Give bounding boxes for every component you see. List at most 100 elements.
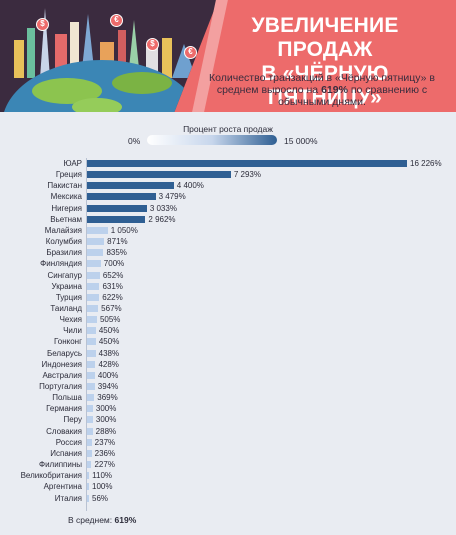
bar [87, 405, 93, 413]
category-label: Португалия [39, 382, 82, 391]
bar [87, 438, 92, 446]
value-label: 1 050% [110, 225, 138, 235]
value-label: 236% [94, 448, 116, 458]
bar [87, 160, 407, 167]
category-label: Австралия [42, 370, 82, 380]
value-label: 428% [98, 359, 119, 369]
bar [87, 226, 108, 234]
value-label: 400% [97, 370, 119, 380]
category-label: ЮАР [63, 159, 83, 168]
legend-title: Процент роста продаж [183, 124, 273, 134]
category-label: Сингапур [47, 270, 82, 280]
chart-area: Процент роста продаж 0% 15 000% ЮАР 16 22… [0, 112, 456, 535]
category-label: Великобритания [20, 471, 82, 481]
bar [87, 204, 147, 212]
value-label: 450% [98, 326, 120, 336]
category-label: Пакистан [47, 181, 82, 191]
value-label: 3 033% [149, 203, 177, 213]
bar [87, 293, 100, 301]
value-label: 438% [98, 348, 120, 358]
value-label: 3 479% [158, 192, 186, 202]
bar-chart: ЮАР 16 226% Греция 7 293% Пакистан 4 400% Мекс… [0, 112, 456, 535]
value-label: 227% [94, 460, 115, 470]
dollar-coin-icon: $ [146, 38, 159, 51]
value-label: 871% [107, 237, 128, 247]
category-label: Словакия [46, 426, 82, 436]
category-label: Польша [52, 393, 82, 403]
average-note: В среднем: 619% [68, 515, 136, 525]
bar [87, 249, 104, 257]
category-label: Бразилия [46, 248, 82, 258]
value-label: 300% [95, 404, 117, 414]
value-label: 288% [95, 426, 117, 436]
category-label: Чехия [59, 315, 82, 325]
legend-max-label: 15 000% [284, 136, 318, 146]
legend-gradient [147, 135, 277, 145]
bar [87, 360, 96, 368]
category-label: Россия [55, 437, 82, 447]
bar [87, 371, 95, 379]
bar [87, 494, 89, 502]
bar [87, 472, 90, 480]
bar [87, 193, 156, 201]
category-label: Гонконг [53, 337, 82, 347]
category-label: Испания [50, 448, 82, 458]
page-title: УВЕЛИЧЕНИЕ ПРОДАЖ В «ЧЁРНУЮ ПЯТНИЦУ» [206, 14, 444, 110]
category-label: Германия [46, 404, 82, 414]
category-label: Аргентина [43, 482, 82, 492]
average-value: 619% [114, 515, 137, 525]
page-subtitle: Количество транзакций в «Чёрную пятницу»… [204, 72, 440, 108]
euro-coin-icon: € [110, 14, 123, 27]
value-label: 16 226% [410, 159, 442, 168]
bar [87, 483, 89, 491]
category-label: Вьетнам [50, 214, 82, 224]
category-label: Перу [63, 415, 82, 425]
bar [87, 327, 96, 335]
legend-min-label: 0% [128, 136, 141, 146]
value-label: 369% [97, 393, 118, 403]
value-label: 631% [102, 281, 123, 291]
category-label: Таиланд [50, 303, 82, 313]
value-label: 4 400% [176, 181, 204, 191]
subtitle-highlight: 619% [321, 84, 348, 96]
category-label: Италия [54, 493, 82, 503]
bar [87, 171, 231, 179]
value-label: 835% [106, 248, 127, 258]
bar [87, 316, 97, 324]
title-line-1: УВЕЛИЧЕНИЕ ПРОДАЖ [251, 14, 399, 61]
category-label: Мексика [50, 192, 82, 202]
value-label: 450% [98, 337, 120, 347]
bar [87, 338, 96, 346]
value-label: 100% [92, 482, 113, 492]
value-label: 56% [92, 493, 109, 503]
value-label: 110% [92, 471, 113, 481]
bar [87, 416, 93, 424]
category-label: Финляндия [40, 259, 82, 269]
title-line-2: В «ЧЁРНУЮ ПЯТНИЦУ» [261, 62, 389, 109]
bar [87, 215, 146, 223]
bar [87, 427, 93, 435]
category-label: Украина [51, 281, 82, 291]
bar [87, 349, 96, 357]
chart-axis-line [86, 158, 87, 511]
header-banner: $ € $ € € УВЕЛИЧЕНИЕ ПРОДАЖ В «ЧЁРНУЮ ПЯ… [0, 0, 456, 112]
value-label: 237% [94, 437, 116, 447]
value-label: 652% [102, 270, 124, 280]
dollar-coin-icon: $ [36, 18, 49, 31]
category-label: Малайзия [44, 225, 82, 235]
subtitle-text-end: по сравнению с обычными днями. [278, 84, 428, 108]
value-label: 700% [103, 259, 125, 269]
value-label: 622% [102, 292, 123, 302]
category-label: Чили [63, 326, 82, 336]
bar [87, 461, 92, 469]
header-illustration: $ € $ € € [0, 0, 218, 112]
category-label: Греция [55, 170, 82, 180]
euro-coin-icon: € [184, 46, 197, 59]
bar [87, 304, 99, 312]
subtitle-text: Количество транзакций в «Чёрную пятницу»… [209, 72, 435, 96]
category-label: Беларусь [47, 348, 82, 358]
category-label: Индонезия [41, 359, 82, 369]
value-label: 300% [95, 415, 117, 425]
category-label: Колумбия [45, 237, 82, 247]
value-label: 2 962% [148, 214, 176, 224]
